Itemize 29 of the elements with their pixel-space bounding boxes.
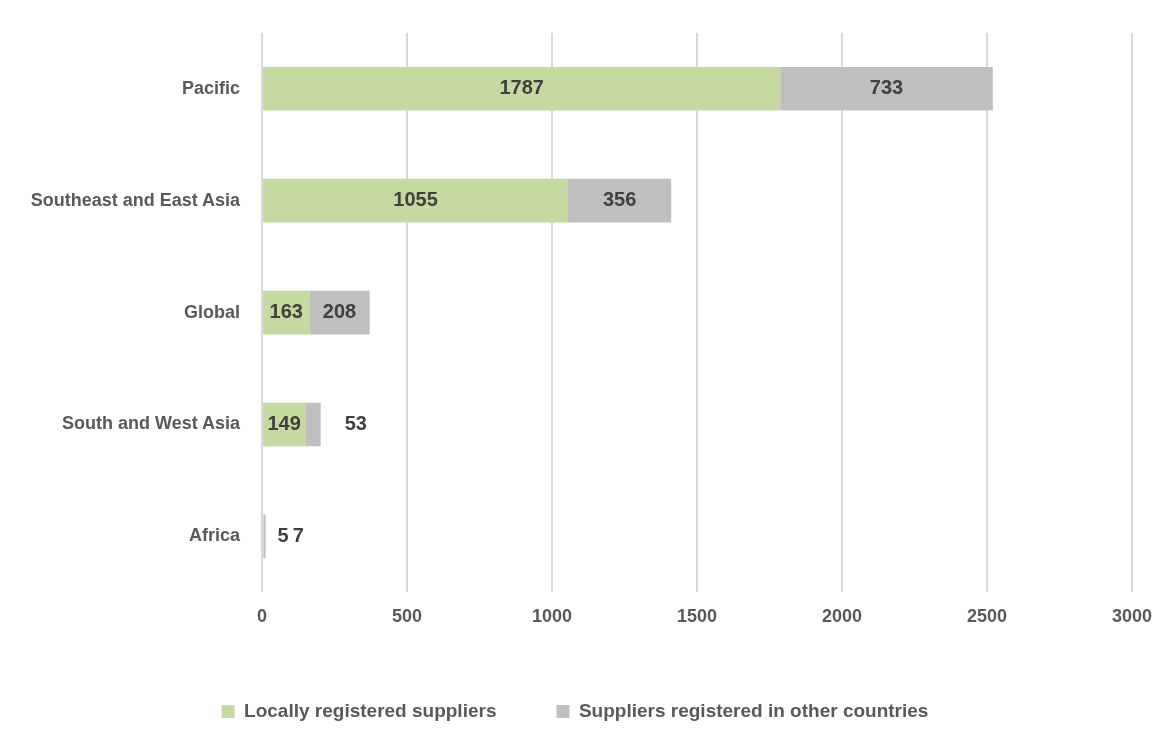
x-tick-label: 500	[392, 606, 423, 627]
data-label: 208	[322, 300, 357, 323]
legend-label: Suppliers registered in other countries	[578, 699, 929, 721]
x-tick-label: 1000	[532, 606, 573, 627]
y-tick-label: Global	[184, 301, 241, 322]
bar	[305, 402, 321, 447]
x-tick-label: 2500	[966, 606, 1008, 627]
data-label: 163	[269, 300, 303, 323]
y-tick-label: South and West Asia	[62, 413, 242, 434]
x-tick-label: 1500	[677, 606, 718, 627]
data-label: 733	[869, 76, 904, 99]
data-label: 1787	[499, 76, 544, 99]
bar	[263, 178, 568, 223]
data-label: 356	[602, 188, 637, 211]
x-tick-label: 3000	[1111, 606, 1152, 627]
x-tick-label: 0	[257, 606, 268, 627]
y-tick-label: Southeast and East Asia	[30, 189, 242, 210]
data-label: 53	[344, 412, 367, 435]
bar	[780, 66, 993, 111]
data-label: 7	[292, 523, 304, 546]
data-label: 5	[277, 523, 289, 546]
data-label: 149	[267, 412, 301, 435]
x-tick-label: 2000	[821, 606, 863, 627]
y-tick-label: Pacific	[182, 77, 241, 98]
legend-label: Locally registered suppliers	[244, 699, 497, 721]
data-label: 1055	[393, 188, 438, 211]
bar	[263, 66, 781, 111]
bar	[567, 178, 672, 223]
y-tick-label: Africa	[189, 525, 242, 546]
